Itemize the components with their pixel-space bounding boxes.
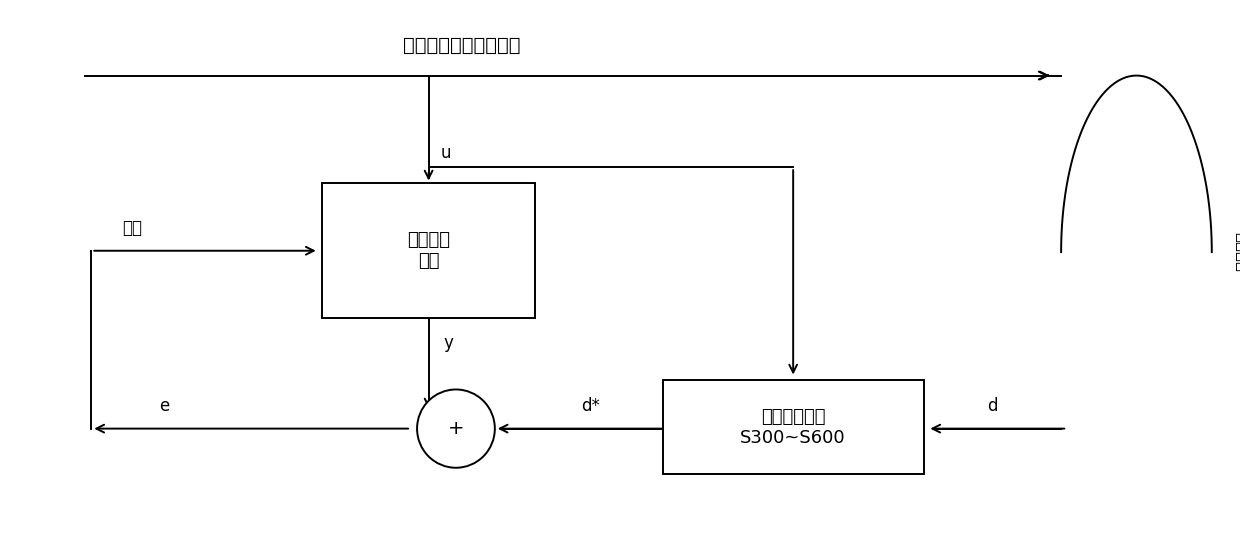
Ellipse shape bbox=[417, 389, 495, 468]
Text: d: d bbox=[987, 397, 998, 415]
Text: e: e bbox=[159, 397, 170, 415]
Text: d*: d* bbox=[582, 397, 600, 415]
Text: 本方法的步骤
S300~S600: 本方法的步骤 S300~S600 bbox=[740, 408, 846, 447]
Text: 反馈: 反馈 bbox=[122, 219, 141, 237]
Bar bbox=[322, 183, 534, 318]
Text: u: u bbox=[440, 144, 451, 162]
Text: 自适应滤
波器: 自适应滤 波器 bbox=[407, 232, 450, 270]
Bar bbox=[662, 380, 924, 475]
Text: 回声路径: 回声路径 bbox=[1234, 232, 1240, 272]
Text: y: y bbox=[443, 334, 453, 353]
Text: 远端送往扬声器的信号: 远端送往扬声器的信号 bbox=[403, 36, 521, 56]
Text: +: + bbox=[448, 419, 464, 438]
